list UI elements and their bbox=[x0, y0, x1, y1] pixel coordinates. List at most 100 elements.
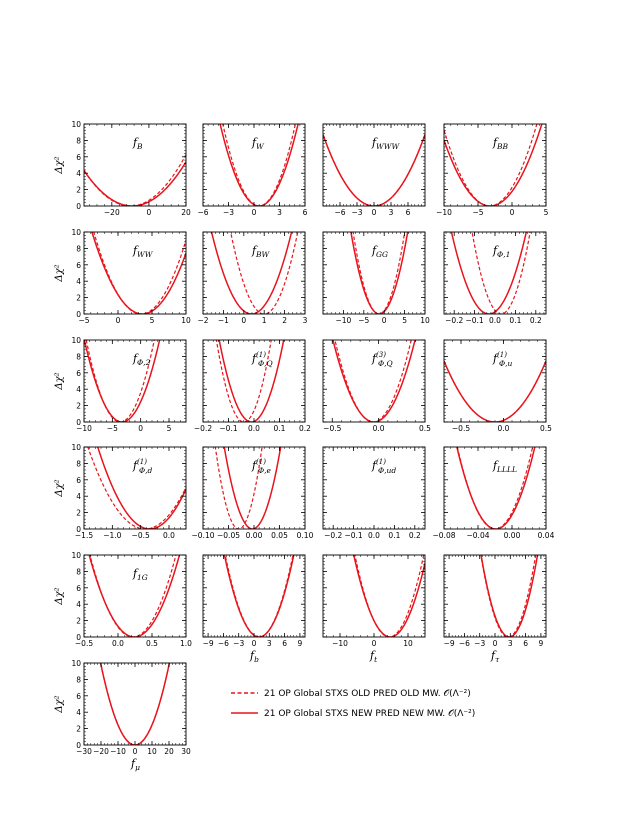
panel-21: −30 −20 −10 0 10 20 30 0 2 4 6 8 10 Δχ² fμ bbox=[54, 659, 191, 772]
y-tick-label: 4 bbox=[76, 600, 81, 609]
x-tick-label: −0.2 bbox=[194, 424, 212, 433]
y-tick-label: 6 bbox=[76, 369, 81, 378]
series-dashed-curve bbox=[214, 447, 263, 529]
x-tick-label: 6 bbox=[406, 208, 411, 217]
panel-label: fWW bbox=[132, 244, 154, 259]
x-tick-label: 0 bbox=[493, 639, 498, 648]
x-tick-label: 6 bbox=[282, 639, 287, 648]
panel-label: f(1) Φ,u bbox=[492, 351, 513, 368]
panel-frame bbox=[83, 662, 187, 746]
x-tick-label: 0.5 bbox=[146, 639, 158, 648]
panel-frame bbox=[322, 231, 426, 315]
x-tick-label: 0.5 bbox=[540, 424, 552, 433]
y-tick-label: 6 bbox=[76, 153, 81, 162]
x-tick-label: −5 bbox=[472, 208, 483, 217]
y-tick-label: 0 bbox=[76, 741, 81, 750]
x-tick-label: −0.1 bbox=[344, 531, 362, 540]
x-tick-label: −30 bbox=[76, 747, 92, 756]
x-tick-label: −9 bbox=[444, 639, 455, 648]
x-tick-label: 0.0 bbox=[163, 531, 175, 540]
panel-frame bbox=[83, 554, 187, 638]
panel-label: fWWW bbox=[371, 136, 400, 151]
panel-frame bbox=[83, 231, 187, 315]
y-tick-label: 10 bbox=[71, 120, 81, 129]
x-tick-label: 0.1 bbox=[274, 424, 286, 433]
series-dashed-curve bbox=[456, 447, 534, 529]
x-tick-label: 20 bbox=[164, 747, 174, 756]
x-tick-label: 0 bbox=[138, 424, 143, 433]
x-tick-label: 20 bbox=[181, 208, 191, 217]
x-tick-label: 3 bbox=[389, 208, 394, 217]
x-tick-label: 0.1 bbox=[388, 531, 400, 540]
x-tick-label: 10 bbox=[420, 316, 430, 325]
y-axis-label: Δχ² bbox=[54, 156, 65, 174]
panel-label: f(1) Φ,d bbox=[132, 458, 153, 475]
series-solid-curve bbox=[332, 340, 416, 422]
x-tick-label: 5 bbox=[544, 208, 549, 217]
x-tick-label: −6 bbox=[218, 639, 229, 648]
series-solid-curve bbox=[91, 232, 186, 314]
x-tick-label: −10 bbox=[76, 424, 92, 433]
x-tick-label: 3 bbox=[508, 639, 513, 648]
x-tick-label: 0.0 bbox=[112, 639, 124, 648]
panel-7: −10 −5 0 5 10 fGG bbox=[322, 231, 430, 325]
y-tick-label: 0 bbox=[76, 418, 81, 427]
panel-label: fBB bbox=[492, 136, 509, 151]
y-tick-label: 8 bbox=[76, 244, 81, 253]
panel-2: −6 −3 0 3 6 fW bbox=[197, 123, 308, 217]
panel-frame bbox=[83, 123, 187, 207]
x-tick-label: −0.05 bbox=[217, 531, 240, 540]
series-solid-curve bbox=[96, 447, 186, 529]
x-tick-label: −5 bbox=[107, 424, 118, 433]
y-tick-label: 4 bbox=[76, 385, 81, 394]
y-tick-label: 6 bbox=[76, 476, 81, 485]
series-solid-curve bbox=[480, 555, 539, 637]
y-tick-label: 0 bbox=[76, 525, 81, 534]
x-tick-label: −1.5 bbox=[75, 531, 93, 540]
x-tick-label: 0 bbox=[252, 639, 257, 648]
x-tick-label: −6 bbox=[334, 208, 345, 217]
x-tick-label: 0 bbox=[252, 208, 257, 217]
series-solid-curve bbox=[350, 232, 409, 314]
y-tick-label: 8 bbox=[76, 459, 81, 468]
y-tick-label: 2 bbox=[76, 725, 81, 734]
x-axis-label: fμ bbox=[130, 757, 140, 772]
y-tick-label: 8 bbox=[76, 136, 81, 145]
y-axis-label: Δχ² bbox=[54, 372, 65, 390]
x-tick-label: −0.04 bbox=[467, 531, 490, 540]
panel-19: −10 0 10 ft bbox=[322, 554, 426, 664]
panel-3: −6 −3 0 3 6 fWWW bbox=[322, 123, 426, 217]
x-tick-label: 0.1 bbox=[509, 316, 521, 325]
x-tick-label: −10 bbox=[110, 747, 126, 756]
x-tick-label: −20 bbox=[104, 208, 120, 217]
x-tick-label: −3 bbox=[233, 639, 244, 648]
y-tick-label: 2 bbox=[76, 402, 81, 411]
y-tick-label: 2 bbox=[76, 294, 81, 303]
x-tick-label: −6 bbox=[459, 639, 470, 648]
x-tick-label: 3 bbox=[267, 639, 272, 648]
y-tick-label: 0 bbox=[76, 633, 81, 642]
y-tick-label: 2 bbox=[76, 509, 81, 518]
x-tick-label: 3 bbox=[277, 208, 282, 217]
panel-label: f(1) Φ,e bbox=[251, 458, 272, 475]
x-tick-label: 0.0 bbox=[368, 531, 380, 540]
panel-frame bbox=[202, 554, 306, 638]
y-tick-label: 6 bbox=[76, 584, 81, 593]
x-tick-label: 0.2 bbox=[409, 531, 421, 540]
x-axis-label: ft bbox=[369, 649, 378, 664]
panel-frame bbox=[322, 554, 426, 638]
x-tick-label: 0 bbox=[382, 316, 387, 325]
x-tick-label: −0.5 bbox=[452, 424, 470, 433]
panel-12: −0.5 0.0 0.5 f(1) Φ,u bbox=[443, 339, 552, 433]
x-tick-label: −0.5 bbox=[132, 531, 150, 540]
x-tick-label: −0.5 bbox=[323, 424, 341, 433]
y-axis-label: Δχ² bbox=[54, 264, 65, 282]
x-tick-label: −0.5 bbox=[75, 639, 93, 648]
x-tick-label: 5 bbox=[150, 316, 155, 325]
x-tick-label: −1 bbox=[218, 316, 229, 325]
series-dashed-curve bbox=[230, 232, 299, 314]
panel-13: −1.5 −1.0 −0.5 0.0 0 2 4 6 8 10 Δχ² f(1) Φ,d bbox=[54, 443, 187, 540]
series-solid-curve bbox=[352, 555, 425, 637]
series-dashed-curve bbox=[87, 447, 186, 529]
x-tick-label: 0.0 bbox=[498, 424, 510, 433]
